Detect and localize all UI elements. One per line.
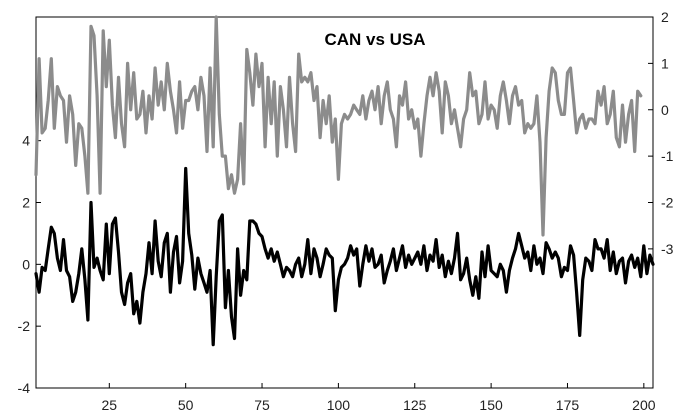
series-layer (34, 15, 655, 347)
series-line-left-axis (34, 166, 655, 347)
left-tick-label: -4 (18, 380, 31, 396)
right-tick-label: 2 (661, 9, 669, 25)
x-tick-label: 175 (556, 397, 580, 413)
right-tick-label: -1 (661, 148, 674, 164)
x-tick-label: 75 (254, 397, 270, 413)
x-axis-ticks: 25 50 75 100 125 150 175 200 (102, 383, 656, 413)
left-axis-ticks: -4 -2 0 2 4 (18, 133, 41, 396)
right-axis-ticks: -3 -2 -1 0 1 2 (648, 9, 674, 257)
x-tick-label: 125 (403, 397, 427, 413)
left-tick-label: -2 (18, 318, 31, 334)
right-tick-label: -3 (661, 241, 674, 257)
left-tick-label: 2 (22, 195, 30, 211)
x-tick-label: 150 (479, 397, 503, 413)
right-tick-label: 1 (661, 55, 669, 71)
x-tick-label: 25 (102, 397, 118, 413)
left-tick-label: 0 (22, 256, 30, 272)
chart-title: CAN vs USA (324, 30, 425, 49)
right-tick-label: -2 (661, 195, 674, 211)
left-tick-label: 4 (22, 133, 30, 149)
series-line-right-axis (34, 15, 643, 237)
x-tick-label: 100 (327, 397, 351, 413)
right-tick-label: 0 (661, 102, 669, 118)
x-tick-label: 200 (632, 397, 656, 413)
x-tick-label: 50 (178, 397, 194, 413)
